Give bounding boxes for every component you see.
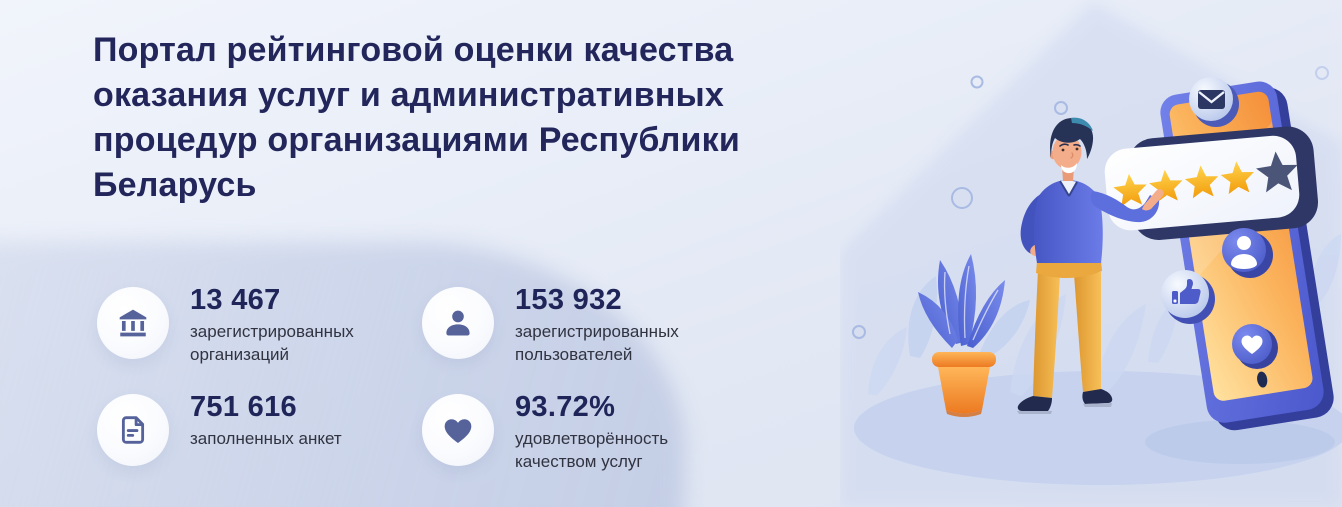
stat-completed-forms: 751 616 заполненных анкет (97, 391, 417, 466)
phone-shadow (1145, 420, 1335, 464)
face (1052, 135, 1082, 169)
stat-registered-users: 153 932 зарегистрированных пользователей (422, 284, 742, 366)
stat-value: 93.72% (515, 391, 616, 423)
stat-icon-circle (97, 287, 169, 359)
decorative-circle (970, 75, 984, 89)
plant-back-leaves (908, 276, 1030, 358)
hero-illustration (840, 2, 1342, 507)
stat-text: 13 467 зарегистрированных организаций (190, 284, 395, 366)
hair (1050, 117, 1094, 159)
pot-rim (932, 352, 996, 367)
potted-plant (908, 254, 1030, 417)
background-blob (0, 242, 685, 507)
heart-icon (444, 419, 472, 444)
home-button (1257, 371, 1268, 388)
document-icon (121, 416, 145, 444)
decorative-circle (1054, 101, 1068, 115)
stat-icon-circle (97, 394, 169, 466)
page-title: Портал рейтинговой оценки качества оказа… (93, 31, 740, 204)
stat-text: 751 616 заполненных анкет (190, 391, 342, 451)
leaf-veins (943, 265, 999, 341)
bank-icon (119, 309, 147, 337)
left-shoe (1017, 396, 1052, 411)
right-shoe (1082, 389, 1113, 404)
decorative-circle (951, 187, 973, 209)
person-character (1017, 117, 1164, 414)
mail-badge-icon (1189, 77, 1239, 127)
decorative-circles (852, 66, 1329, 339)
right-leg (1074, 272, 1101, 392)
stat-label: зарегистрированных пользователей (515, 322, 679, 364)
stat-label: удовлетворённость качеством услуг (515, 429, 669, 471)
stat-value: 153 932 (515, 284, 622, 316)
heart-badge-icon (1232, 324, 1278, 369)
user-icon (446, 310, 470, 336)
stat-icon-circle (422, 394, 494, 466)
decorative-circle (1315, 66, 1329, 80)
stat-value: 13 467 (190, 284, 281, 316)
stat-icon-circle (422, 287, 494, 359)
smile (1061, 163, 1077, 174)
stat-satisfaction: 93.72% удовлетворённость качеством услуг (422, 391, 742, 473)
left-leg (1033, 270, 1060, 398)
stat-label: заполненных анкет (190, 429, 342, 449)
pot-body (938, 367, 990, 414)
stat-text: 153 932 зарегистрированных пользователей (515, 284, 720, 366)
torso (1034, 180, 1103, 263)
pot-base (946, 410, 982, 417)
stat-registered-organizations: 13 467 зарегистрированных организаций (97, 284, 417, 366)
stat-value: 751 616 (190, 391, 297, 423)
stat-label: зарегистрированных организаций (190, 322, 354, 364)
pointing-arm (1090, 191, 1160, 223)
pointing-hand (1142, 189, 1164, 211)
thumbs-up-badge-icon (1161, 270, 1215, 324)
user-badge-icon (1222, 228, 1273, 278)
decorative-circle (852, 325, 866, 339)
stat-text: 93.72% удовлетворённость качеством услуг (515, 391, 720, 473)
